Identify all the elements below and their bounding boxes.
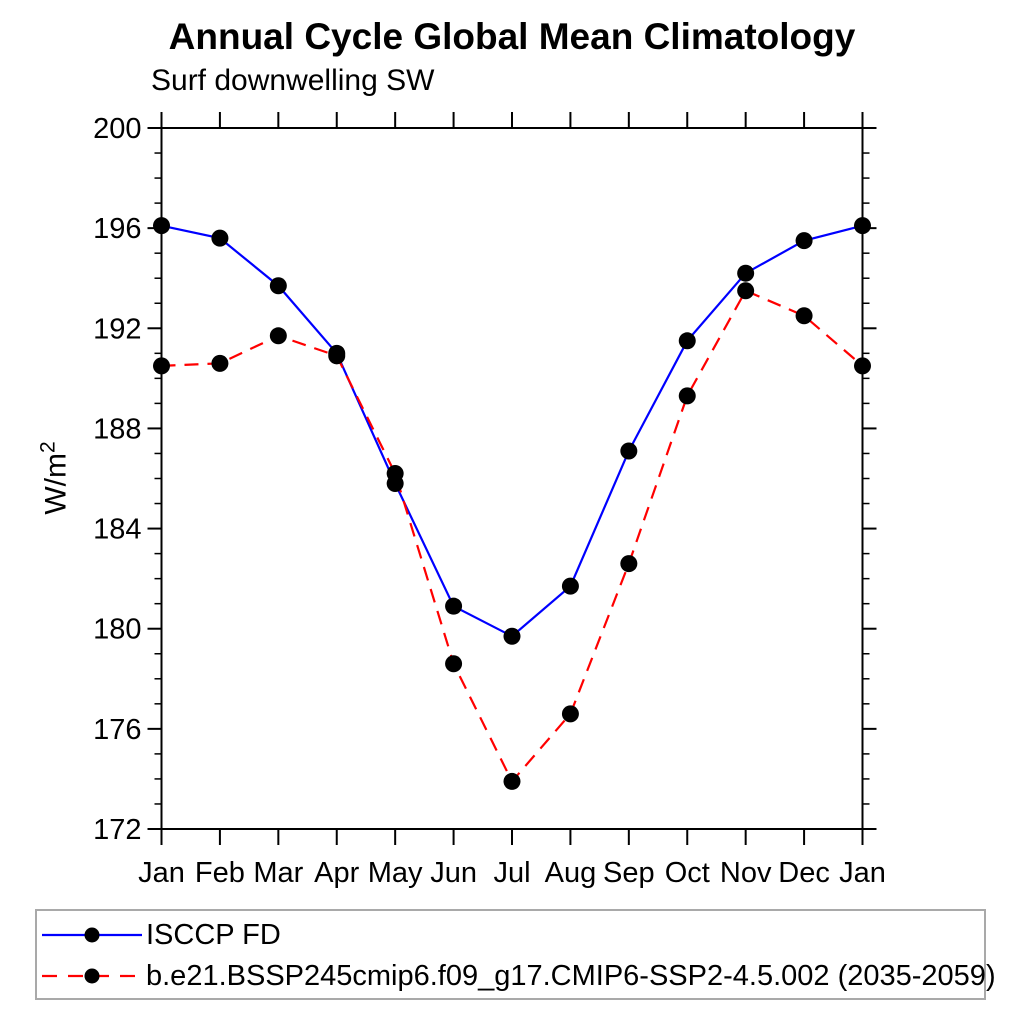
legend-item-model: b.e21.BSSP245cmip6.f09_g17.CMIP6-SSP2-4.… <box>40 959 996 992</box>
plot-frame <box>160 127 864 830</box>
chart-subtitle: Surf downwelling SW <box>151 64 435 97</box>
y-tick-label: 196 <box>93 213 141 245</box>
legend-marker-dot <box>84 968 100 984</box>
legend-line-solid <box>42 927 142 943</box>
data-point <box>737 264 755 282</box>
y-tick-label: 184 <box>93 514 141 546</box>
x-tick-label: Nov <box>720 857 772 889</box>
data-point <box>737 282 755 300</box>
x-tick-label: May <box>368 857 423 889</box>
x-tick-label: Aug <box>545 857 597 889</box>
data-point <box>153 357 170 375</box>
data-point <box>561 577 579 595</box>
x-tick-label: Mar <box>253 857 303 889</box>
y-tick-label: 188 <box>93 413 141 445</box>
plot-area: Jan Feb Mar Apr May Jun Jul Aug Sep Oct Nov Dec Jan 1… <box>93 112 886 889</box>
x-tick-label: Dec <box>778 857 830 889</box>
data-point <box>328 347 346 365</box>
data-point <box>445 597 463 615</box>
data-point <box>854 217 871 235</box>
data-point <box>153 217 170 235</box>
x-tick-label: Oct <box>665 857 710 889</box>
y-tick-label: 180 <box>93 614 141 646</box>
data-point <box>503 627 521 645</box>
data-point <box>386 464 404 482</box>
legend-line-dashed <box>42 968 142 984</box>
data-point <box>620 442 638 460</box>
data-point <box>795 307 813 325</box>
data-point <box>854 357 871 375</box>
x-tick-label: Jul <box>493 857 530 889</box>
data-point <box>620 555 638 573</box>
data-point <box>678 387 696 405</box>
chart-title: Annual Cycle Global Mean Climatology <box>168 16 856 57</box>
y-tick-label: 192 <box>93 313 141 345</box>
y-tick-label: 200 <box>93 113 141 145</box>
legend-label: ISCCP FD <box>146 918 281 951</box>
x-tick-label: Jan <box>839 857 886 889</box>
x-tick-label: Jan <box>138 857 185 889</box>
data-point <box>269 327 287 345</box>
data-point <box>445 655 463 673</box>
data-point <box>678 332 696 350</box>
legend-item-isccp-fd: ISCCP FD <box>40 918 281 951</box>
data-point <box>795 232 813 250</box>
legend-label: b.e21.BSSP245cmip6.f09_g17.CMIP6-SSP2-4.… <box>146 959 996 992</box>
data-point <box>211 229 229 247</box>
data-point <box>503 772 521 790</box>
data-point <box>211 354 229 372</box>
legend: ISCCP FD b.e21.BSSP245cmip6.f09_g17.CMIP… <box>35 909 996 1000</box>
data-point <box>561 705 579 723</box>
y-tick-label: 172 <box>93 814 141 846</box>
legend-marker-dot <box>84 927 100 943</box>
x-tick-label: Jun <box>430 857 477 889</box>
y-tick-label: 176 <box>93 714 141 746</box>
series-line-isccp-fd <box>161 224 863 638</box>
series-line-model <box>161 289 864 784</box>
x-tick-label: Sep <box>603 857 655 889</box>
x-tick-label: Feb <box>195 857 245 889</box>
data-point <box>269 277 287 295</box>
x-tick-label: Apr <box>314 857 359 889</box>
